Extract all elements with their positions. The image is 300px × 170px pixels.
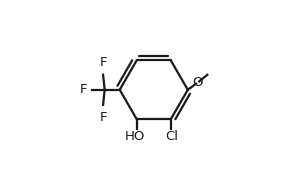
Text: Cl: Cl — [165, 130, 178, 143]
Text: F: F — [99, 56, 107, 69]
Text: HO: HO — [124, 130, 145, 143]
Text: F: F — [80, 83, 88, 96]
Text: O: O — [192, 76, 203, 89]
Text: F: F — [99, 111, 107, 124]
